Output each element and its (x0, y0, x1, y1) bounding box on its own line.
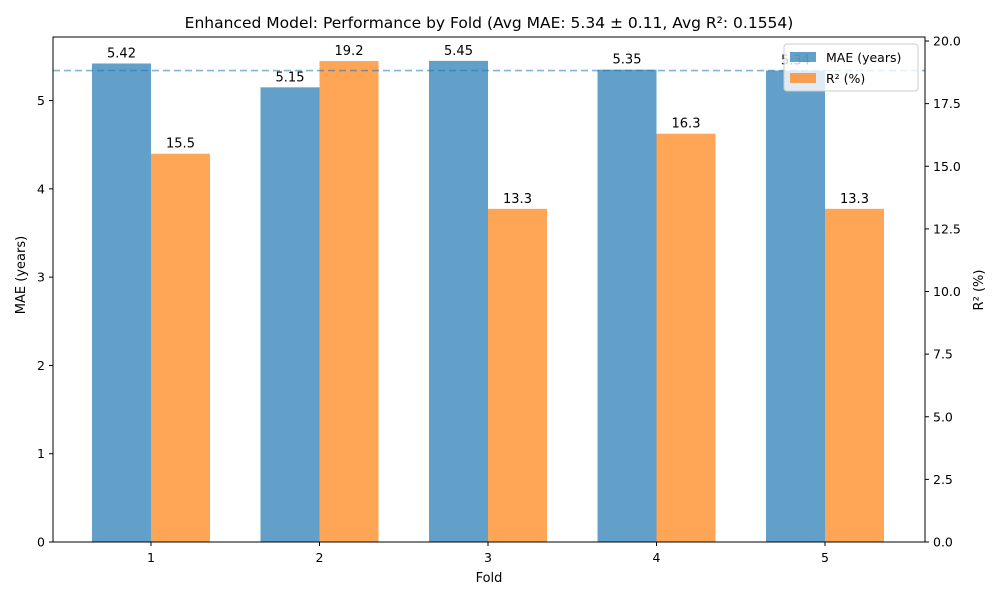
right-tick-label: 17.5 (933, 96, 961, 111)
bars-group (92, 60, 884, 543)
bar-mae-fold-3 (429, 60, 488, 543)
bar-value-label: 15.5 (166, 137, 195, 152)
right-tick-label: 20.0 (933, 34, 961, 49)
bar-r2-fold-5 (825, 208, 884, 542)
bar-mae-fold-2 (260, 87, 320, 542)
left-tick-label: 1 (37, 446, 45, 461)
right-tick-label: 15.0 (933, 159, 961, 174)
left-y-axis-label: MAE (years) (14, 236, 29, 314)
chart-title: Enhanced Model: Performance by Fold (Avg… (185, 14, 794, 32)
bar-value-label: 16.3 (672, 117, 701, 132)
bar-r2-fold-4 (656, 133, 716, 542)
right-tick-label: 5.0 (933, 409, 953, 424)
legend: MAE (years) R² (%) (783, 43, 919, 92)
legend-box (783, 43, 919, 92)
right-tick-label: 12.5 (933, 221, 961, 236)
x-tick-label: 1 (147, 550, 155, 565)
legend-label-r2: R² (%) (826, 71, 865, 86)
bar-value-label: 5.35 (613, 53, 642, 68)
left-tick-label: 3 (37, 270, 45, 285)
right-tick-label: 10.0 (933, 284, 961, 299)
right-tick-label: 2.5 (933, 472, 953, 487)
x-tick-label: 2 (316, 550, 324, 565)
legend-swatch-mae (790, 52, 816, 62)
x-axis-label: Fold (476, 571, 503, 586)
left-y-ticks: 0 1 2 3 4 5 (37, 93, 53, 550)
right-tick-label: 0.0 (933, 535, 953, 550)
x-tick-label: 4 (653, 550, 661, 565)
legend-swatch-r2 (790, 73, 816, 83)
bar-value-label: 5.15 (276, 70, 305, 85)
right-tick-label: 7.5 (933, 347, 953, 362)
axes-group (52, 36, 926, 543)
right-y-ticks: 0.0 2.5 5.0 7.5 10.0 12.5 15.0 17.5 20.0 (925, 34, 961, 550)
left-tick-label: 2 (37, 358, 45, 373)
bar-labels-group: 5.425.155.455.355.3415.519.213.316.313.3 (107, 44, 869, 207)
bar-value-label: 5.45 (444, 44, 473, 59)
left-tick-label: 5 (37, 93, 45, 108)
bar-value-label: 13.3 (840, 192, 869, 207)
bar-value-label: 19.2 (335, 44, 364, 59)
left-tick-label: 4 (37, 181, 45, 196)
bar-mae-fold-4 (597, 69, 657, 543)
bar-value-label: 5.42 (107, 46, 136, 61)
x-tick-label: 3 (484, 550, 492, 565)
bar-mae-fold-5 (766, 70, 825, 542)
right-y-axis-label: R² (%) (972, 270, 987, 311)
bar-value-label: 13.3 (503, 192, 532, 207)
legend-label-mae: MAE (years) (826, 50, 901, 65)
bar-r2-fold-1 (151, 153, 210, 543)
x-ticks: 1 2 3 4 5 (147, 542, 829, 565)
x-tick-label: 5 (821, 550, 829, 565)
plot-frame (52, 36, 926, 543)
bar-r2-fold-2 (319, 61, 379, 543)
left-tick-label: 0 (37, 535, 45, 550)
bar-mae-fold-1 (92, 63, 151, 542)
bar-r2-fold-3 (488, 208, 547, 542)
